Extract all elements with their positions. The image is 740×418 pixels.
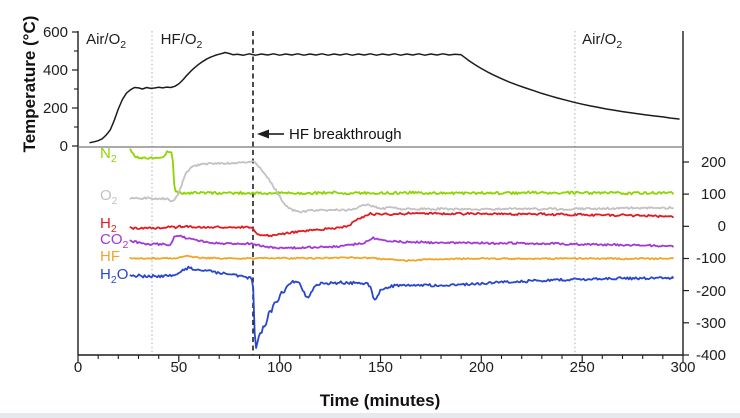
label-text: O: [116, 265, 129, 283]
trace-O2: [129, 160, 674, 214]
legend-label-O2: O2: [100, 187, 118, 208]
right-tick-label-0: 0: [717, 218, 726, 236]
temp-tick-label-600: 600: [42, 24, 68, 41]
legend-label-HF: HF: [100, 248, 120, 265]
label-text: HF/O: [160, 31, 197, 48]
label-text: H: [100, 215, 111, 233]
hf-breakthrough-annotation: HF breakthrough: [289, 126, 402, 143]
trace-N2: [129, 148, 674, 196]
trace-H2O: [129, 265, 674, 349]
label-subscript: 2: [122, 239, 129, 252]
x-axis-title: Time (minutes): [319, 391, 441, 410]
right-tick-label-200: 200: [700, 153, 726, 171]
label-subscript: 2: [616, 39, 623, 51]
legend-label-CO2: CO2: [100, 231, 129, 252]
hf-arrow-head: [257, 129, 269, 139]
trace-temperature: [89, 51, 680, 144]
label-subscript: 2: [196, 39, 203, 51]
label-text: O: [100, 187, 112, 205]
label-subscript: 2: [110, 273, 117, 286]
temp-tick-label-0: 0: [59, 138, 68, 155]
x-tick-label-250: 250: [569, 359, 595, 376]
x-tick-label-100: 100: [267, 359, 293, 376]
region-label-3: Air/O2: [582, 31, 623, 51]
x-tick-label-150: 150: [367, 359, 394, 376]
legend-label-N2: N2: [100, 144, 117, 165]
page-edge-band: [0, 413, 740, 418]
right-tick-label-100: 100: [700, 186, 726, 204]
legend-label-H2: H2: [100, 215, 117, 236]
temp-tick-label-200: 200: [42, 100, 68, 117]
right-tick-label--100: -100: [695, 250, 726, 268]
right-tick-label--200: -200: [695, 282, 726, 300]
label-text: Air/O: [86, 31, 121, 48]
trace-CO2: [129, 234, 674, 250]
y-axis-title: Temperature (°C): [20, 15, 39, 153]
x-tick-label-200: 200: [468, 359, 494, 376]
right-tick-label--400: -400: [695, 346, 726, 364]
label-subscript: 2: [110, 223, 117, 236]
label-subscript: 2: [120, 39, 127, 51]
label-text: H: [100, 265, 111, 283]
trace-H2: [129, 211, 674, 238]
trace-HF: [129, 254, 674, 263]
x-tick-label-300: 300: [670, 359, 696, 376]
label-text: N: [100, 144, 111, 162]
label-text: HF: [100, 247, 120, 265]
legend-label-H2O: H2O: [100, 265, 129, 286]
label-text: CO: [100, 231, 123, 249]
region-label-1: Air/O2: [86, 31, 127, 51]
x-tick-label-0: 0: [73, 359, 83, 376]
x-tick-label-50: 50: [170, 359, 188, 376]
label-subscript: 2: [111, 195, 118, 208]
label-subscript: 2: [110, 152, 117, 165]
temp-tick-label-400: 400: [42, 62, 68, 79]
label-text: Air/O: [582, 31, 617, 48]
region-label-2: HF/O2: [160, 31, 203, 51]
right-tick-label--300: -300: [695, 314, 726, 332]
